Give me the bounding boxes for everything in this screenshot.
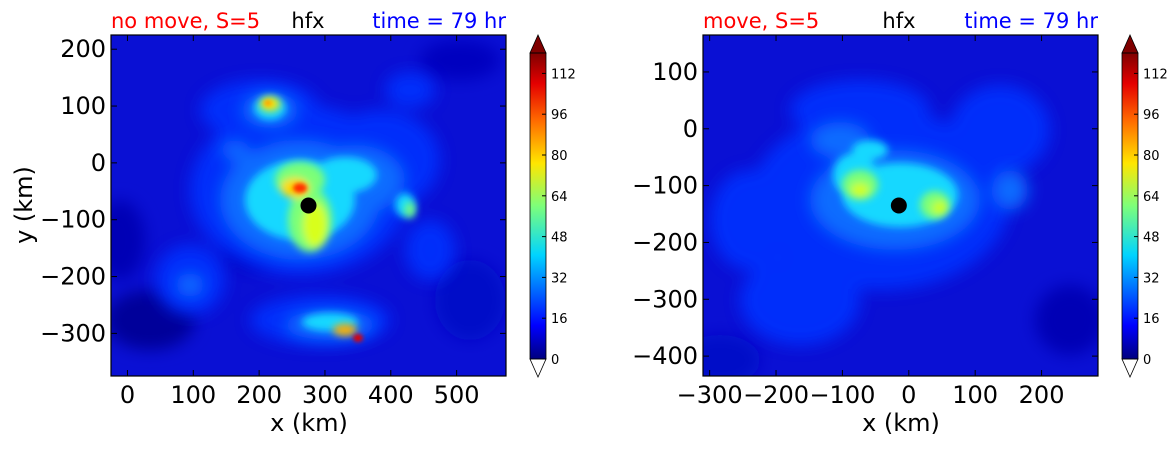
x-ticks: −300 −200 −100 0 100 200 (677, 35, 1065, 409)
colorbar-tick-label: 16 (551, 312, 568, 327)
plot-frame (110, 34, 507, 377)
colorbar: 0 16 32 48 64 80 96 112 (529, 34, 576, 378)
colorbar: 0 16 32 48 64 80 96 112 (1121, 34, 1168, 378)
colorbar-tick-label: 96 (551, 108, 568, 123)
title-right: time = 79 hr (372, 9, 506, 33)
colorbar-extend-min (529, 358, 547, 378)
x-tick-label: 100 (952, 381, 998, 409)
colorbar-ticks: 0 16 32 48 64 80 96 112 (1134, 67, 1168, 368)
x-tick-label: 500 (434, 381, 480, 409)
title-left: move, S=5 (703, 9, 819, 33)
title-center: hfx (291, 9, 324, 33)
panel-move: move, S=5 hfx time = 79 hr (632, 9, 1168, 437)
storm-center-marker (300, 197, 317, 214)
colorbar-extend-max (529, 34, 547, 54)
colorbar-tick-label: 16 (1143, 312, 1160, 327)
y-tick-label: −200 (632, 228, 698, 256)
x-tick-label: −300 (677, 381, 743, 409)
colorbar-tick-label: 0 (1143, 353, 1151, 368)
title-right: time = 79 hr (964, 9, 1098, 33)
colorbar-extend-min (1121, 358, 1139, 378)
colorbar-tick-label: 112 (1143, 67, 1168, 82)
colorbar-tick-label: 80 (1143, 149, 1160, 164)
y-ticks: 100 0 −100 −200 −300 −400 (632, 58, 1098, 370)
y-tick-label: 0 (91, 149, 106, 177)
colorbar-tick-label: 48 (551, 231, 568, 246)
title-left: no move, S=5 (111, 9, 260, 33)
y-tick-label: −100 (632, 172, 698, 200)
x-tick-label: −100 (809, 381, 875, 409)
colorbar-tick-label: 64 (1143, 190, 1160, 205)
y-tick-label: 200 (60, 35, 106, 63)
storm-center-marker (890, 197, 907, 214)
x-tick-label: 200 (236, 381, 282, 409)
y-tick-label: −100 (40, 206, 106, 234)
y-tick-label: −300 (40, 319, 106, 347)
x-tick-label: 0 (901, 381, 916, 409)
heatmap-field (111, 35, 506, 376)
y-tick-label: 100 (60, 92, 106, 120)
colorbar-scale (530, 53, 546, 359)
colorbar-tick-label: 112 (551, 67, 576, 82)
colorbar-ticks: 0 16 32 48 64 80 96 112 (542, 67, 576, 368)
colorbar-tick-label: 48 (1143, 231, 1160, 246)
colorbar-extend-max (1121, 34, 1139, 54)
y-ticks: 200 100 0 −100 −200 −300 (40, 35, 506, 347)
panel-no-move: no move, S=5 hfx time = 79 hr (10, 9, 576, 437)
y-tick-label: −300 (632, 285, 698, 313)
colorbar-tick-label: 64 (551, 190, 568, 205)
x-axis-label: x (km) (862, 409, 940, 437)
x-tick-label: 0 (120, 381, 135, 409)
x-tick-label: 400 (368, 381, 414, 409)
y-tick-label: 0 (683, 115, 698, 143)
colorbar-tick-label: 0 (551, 353, 559, 368)
colorbar-tick-label: 96 (1143, 108, 1160, 123)
x-tick-label: 200 (1019, 381, 1065, 409)
colorbar-tick-label: 80 (551, 149, 568, 164)
x-tick-label: 100 (170, 381, 216, 409)
colorbar-tick-label: 32 (551, 271, 568, 286)
y-axis-label: y (km) (10, 166, 38, 244)
x-ticks: 0 100 200 300 400 500 (120, 35, 480, 409)
y-tick-label: −200 (40, 263, 106, 291)
colorbar-tick-label: 32 (1143, 271, 1160, 286)
x-tick-label: −200 (743, 381, 809, 409)
title-center: hfx (882, 9, 915, 33)
x-axis-label: x (km) (270, 409, 348, 437)
plot-frame (702, 34, 1099, 377)
y-tick-label: −400 (632, 342, 698, 370)
colorbar-scale (1122, 53, 1138, 359)
y-tick-label: 100 (652, 58, 698, 86)
x-tick-label: 300 (302, 381, 348, 409)
